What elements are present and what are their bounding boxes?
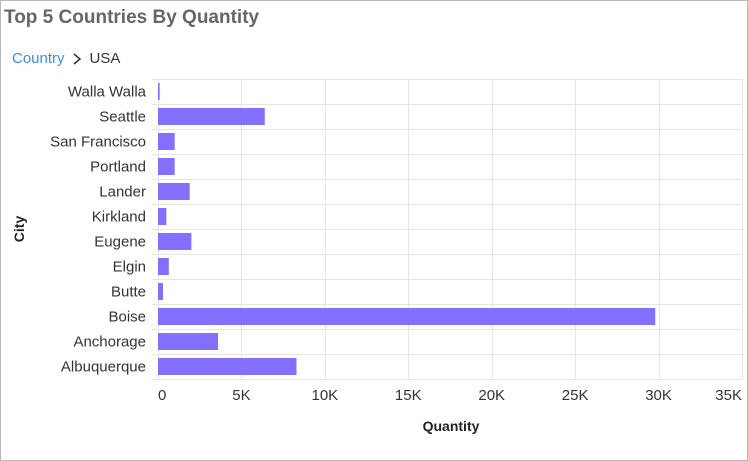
bar-kirkland[interactable] (158, 208, 167, 225)
bar-anchorage[interactable] (158, 333, 219, 350)
bar-portland[interactable] (158, 158, 175, 175)
category-label: Walla Walla (68, 84, 147, 101)
category-label: Seattle (99, 109, 146, 126)
breadcrumb: Country USA (12, 50, 120, 67)
category-label: Kirkland (92, 209, 146, 226)
category-label: Elgin (113, 259, 146, 276)
bar-albuquerque[interactable] (158, 358, 297, 375)
grid-lines (152, 79, 743, 380)
bar-walla-walla[interactable] (158, 83, 160, 100)
bar-elgin[interactable] (158, 258, 169, 275)
chevron-right-icon (73, 52, 81, 65)
category-labels: Walla Walla Seattle San Francisco Portland L… (50, 84, 147, 376)
category-label: Eugene (94, 234, 146, 251)
category-label: Lander (99, 184, 146, 201)
x-tick-label: 30K (645, 387, 672, 404)
category-label: Butte (111, 284, 146, 301)
x-axis-title: Quantity (423, 418, 480, 434)
bar-san-francisco[interactable] (158, 133, 175, 150)
x-tick-label: 5K (232, 387, 250, 404)
y-axis-title: City (11, 216, 27, 243)
category-label: Albuquerque (61, 359, 146, 376)
bar-eugene[interactable] (158, 233, 192, 250)
x-tick-label: 10K (312, 387, 339, 404)
bar-seattle[interactable] (158, 108, 265, 125)
x-tick-labels: 0 5K 10K 15K 20K 25K 30K 35K (158, 387, 742, 404)
category-label: Boise (108, 309, 146, 326)
x-tick-label: 0 (158, 387, 166, 404)
breadcrumb-link-country[interactable]: Country (12, 50, 65, 67)
widget-title: Top 5 Countries By Quantity (4, 7, 260, 28)
breadcrumb-current: USA (89, 50, 121, 67)
bar-boise[interactable] (158, 308, 656, 325)
x-tick-label: 35K (715, 387, 742, 404)
category-label: Portland (90, 159, 146, 176)
bar-butte[interactable] (158, 283, 164, 300)
bars (158, 83, 656, 375)
x-tick-label: 15K (395, 387, 422, 404)
x-tick-label: 20K (478, 387, 505, 404)
category-label: San Francisco (50, 134, 146, 151)
x-tick-label: 25K (562, 387, 589, 404)
category-label: Anchorage (73, 334, 146, 351)
bar-lander[interactable] (158, 183, 190, 200)
